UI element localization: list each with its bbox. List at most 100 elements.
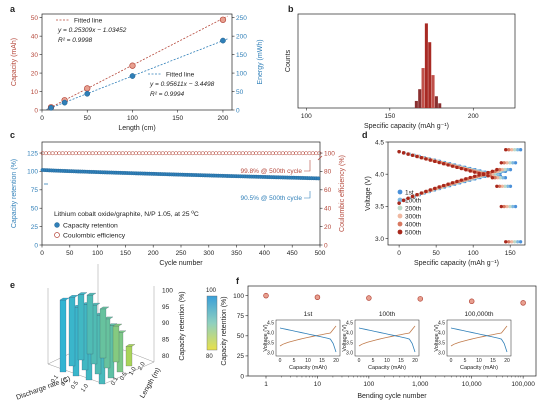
ce-point <box>140 151 145 156</box>
ce-point <box>170 151 175 156</box>
colorbar <box>206 295 218 351</box>
discharge-point <box>499 204 504 209</box>
charge-point <box>502 161 506 165</box>
bar-3d <box>112 325 120 363</box>
y-tick-label-left: 125 <box>27 150 38 157</box>
ce-point <box>70 151 75 156</box>
charge-point <box>432 186 437 191</box>
z-tick-label: 90 <box>162 320 170 327</box>
charge-point <box>428 188 432 192</box>
charge-point <box>500 167 504 172</box>
x-tick-label: 0.5 <box>70 380 80 391</box>
bar-3d <box>68 297 76 367</box>
discharge-point <box>508 184 513 188</box>
ce-point <box>247 151 252 156</box>
ce-point <box>310 151 315 156</box>
ce-point <box>150 151 155 156</box>
legend-swatch-cycle <box>397 197 403 203</box>
discharge-point <box>415 154 419 159</box>
x-tick-label: 400 <box>259 250 270 257</box>
inset-x-tick: 0 <box>450 358 453 364</box>
bar-3d-top <box>59 297 70 301</box>
y-tick-label: 100 <box>233 293 244 300</box>
charge-point <box>419 191 424 195</box>
colorbar-tick-label: 80 <box>206 354 213 360</box>
charge-point <box>450 181 455 185</box>
ce-point <box>200 151 205 156</box>
retention-point <box>366 295 372 301</box>
legend-swatch-retention <box>54 222 60 228</box>
discharge-point <box>468 169 472 173</box>
ce-point <box>230 151 235 156</box>
x-tick-label: 100 <box>468 250 479 257</box>
ce-point <box>314 151 319 156</box>
discharge-point <box>446 163 450 167</box>
ce-point <box>204 151 208 156</box>
y-tick-label-left: 10 <box>31 89 39 96</box>
energy-point <box>61 99 68 106</box>
histogram-bar <box>421 68 425 108</box>
ce-point <box>190 151 195 156</box>
ce-point <box>57 151 62 156</box>
info-text: Lithium cobalt oxide/graphite, N/P 1.05,… <box>54 211 199 218</box>
charge-point <box>459 178 464 182</box>
inset-y-tick: 4.0 <box>267 331 274 337</box>
inset-y-label: Voltage (V) <box>434 324 440 351</box>
charge-point <box>505 161 509 165</box>
ce-point <box>234 151 238 156</box>
ce-point <box>90 151 95 156</box>
x-tick-label: 200 <box>218 115 229 122</box>
x-axis-label: Discharge rate (C) <box>15 376 71 402</box>
inset-x-tick: 5 <box>372 358 375 364</box>
charge-point <box>506 167 510 172</box>
discharge-point <box>397 149 401 154</box>
y-tick-label-left: 75 <box>31 187 39 194</box>
x-tick-label: 200 <box>468 113 479 120</box>
y-tick-label: 2.0 <box>137 361 147 372</box>
z-tick-label: 100 <box>162 288 173 295</box>
inset-title: 100th <box>379 311 396 318</box>
charge-point <box>410 194 415 199</box>
ce-point <box>134 151 138 156</box>
inset-x-tick: 20 <box>504 358 510 364</box>
x-tick-label: 0 <box>40 250 44 257</box>
legend-cycle: 200th <box>405 206 422 213</box>
discharge-point <box>501 175 505 180</box>
y-axis-label: Voltage (V) <box>365 176 372 211</box>
x-tick-label: 250 <box>176 250 187 257</box>
ce-point <box>284 151 289 156</box>
x-tick-label: 150 <box>172 115 183 122</box>
x-tick-label: 200 <box>148 250 159 257</box>
ce-point <box>107 151 112 156</box>
x-tick-label: 1 <box>264 381 268 388</box>
ce-point <box>43 151 48 156</box>
inset-discharge-curve <box>358 327 416 353</box>
fit-equation-capacity: y = 0.25309x − 1.03452 <box>57 27 127 34</box>
ce-point <box>267 151 272 156</box>
y-tick-label: 0.1 <box>110 376 120 387</box>
bar-3d-top <box>77 292 88 295</box>
inset-discharge-curve <box>279 327 337 353</box>
ce-point <box>287 151 292 156</box>
capacity-point <box>219 16 227 23</box>
panel-label-c: c <box>10 130 15 140</box>
charge-point <box>437 185 441 189</box>
ce-point <box>214 151 218 156</box>
ce-point <box>97 151 102 156</box>
ce-point <box>300 151 305 156</box>
legend-cycle: 400th <box>405 222 422 229</box>
x-tick-label: 1,000 <box>412 381 429 388</box>
charge-point <box>499 161 504 165</box>
bar-3d <box>59 299 67 373</box>
capacity-point <box>84 85 91 92</box>
ce-point <box>297 151 302 156</box>
charge-point <box>509 148 514 152</box>
ce-point <box>180 151 185 156</box>
y-tick-label-right: 100 <box>324 150 335 157</box>
ce-point <box>277 151 282 156</box>
discharge-point <box>464 168 468 172</box>
discharge-point <box>424 157 428 161</box>
inset-charge-curve <box>450 325 508 347</box>
inset-title: 1st <box>304 311 313 318</box>
